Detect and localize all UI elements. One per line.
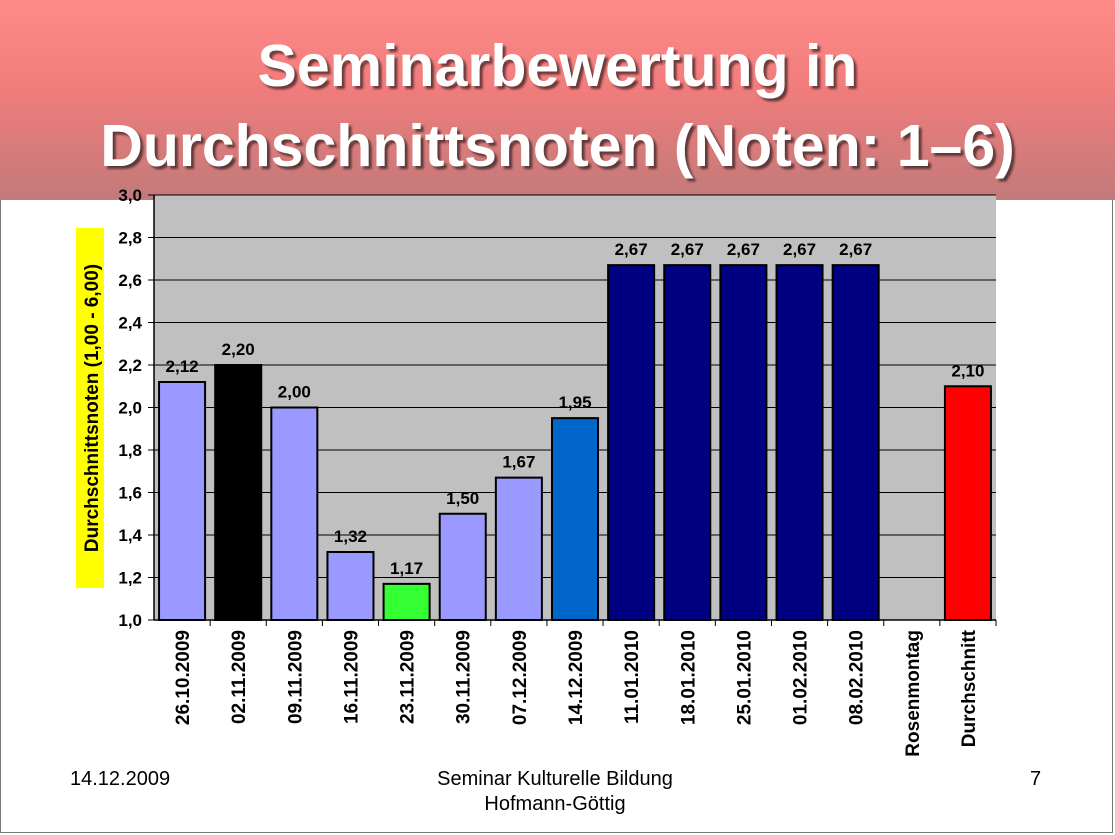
bar-value-label: 2,10: [951, 361, 984, 380]
bar-value-label: 1,67: [502, 453, 535, 472]
bar: [326, 551, 375, 621]
y-tick-label: 2,6: [118, 271, 142, 290]
bar: [831, 264, 880, 621]
x-tick-label: 09.11.2009: [285, 630, 306, 724]
y-tick-label: 1,2: [118, 569, 142, 588]
y-axis-label-group: Durchschnittsnoten (1,00 - 6,00): [76, 228, 104, 588]
y-tick-label: 2,4: [118, 314, 142, 333]
y-tick-label: 3,0: [118, 186, 142, 205]
x-tick-label: 25.01.2010: [734, 630, 755, 725]
bar-value-label: 2,00: [278, 383, 311, 402]
y-tick-label: 2,8: [118, 229, 142, 248]
y-tick-label: 1,8: [118, 441, 142, 460]
footer-author: Hofmann-Göttig: [484, 793, 626, 815]
footer-date: 14.12.2009: [70, 768, 171, 790]
x-tick-label: 08.02.2010: [847, 630, 868, 725]
slide-title-line-1: Seminarbewertung in: [257, 33, 858, 99]
bar: [438, 512, 487, 621]
title-band: Seminarbewertung in Durchschnittsnoten (…: [0, 0, 1115, 200]
plot-area: 1,0 1,2 1,4 1,6 1,8 2,0 2,2 2,4 2,6 2,8 3,0 2,12 26.…: [118, 186, 997, 757]
slide-title-line-2: Durchschnittsnoten (Noten: 1–6): [100, 113, 1015, 179]
bar: [214, 364, 263, 621]
bar: [943, 385, 992, 621]
bar: [270, 406, 319, 621]
bar-value-label: 2,67: [671, 240, 704, 259]
bar-value-label: 2,20: [222, 340, 255, 359]
x-tick-label: 18.01.2010: [678, 630, 699, 725]
x-tick-label: 02.11.2009: [229, 630, 250, 724]
x-tick-label: 26.10.2009: [173, 630, 194, 725]
x-tick-label: 01.02.2010: [791, 630, 812, 725]
bar: [607, 264, 656, 621]
footer-seminar-name: Seminar Kulturelle Bildung: [437, 768, 673, 790]
x-tick-label: 07.12.2009: [510, 630, 531, 725]
bar-value-label: 2,67: [727, 240, 760, 259]
bar: [382, 582, 431, 621]
y-tick-label: 1,4: [118, 526, 142, 545]
y-axis-label-highlight: [76, 228, 104, 588]
y-tick-label: 1,6: [118, 484, 142, 503]
bar: [663, 264, 712, 621]
bar-value-label: 2,67: [615, 240, 648, 259]
bar: [775, 264, 824, 621]
bar: [494, 476, 543, 621]
y-tick-label: 2,2: [118, 356, 142, 375]
y-axis-label: Durchschnittsnoten (1,00 - 6,00): [82, 264, 103, 552]
bar-value-label: 1,17: [390, 559, 423, 578]
bar-value-label: 2,67: [783, 240, 816, 259]
x-tick-label: 23.11.2009: [398, 630, 419, 724]
x-tick-label: Durchschnitt: [959, 629, 980, 747]
x-tick-label: 14.12.2009: [566, 630, 587, 725]
x-tick-label: Rosenmontag: [903, 630, 924, 757]
slide-number: 7: [1030, 768, 1042, 790]
bar-value-label: 2,67: [839, 240, 872, 259]
bar-value-label: 1,32: [334, 527, 367, 546]
x-tick-label: 30.11.2009: [454, 630, 475, 724]
bar: [158, 381, 207, 621]
bar: [719, 264, 768, 621]
bar-value-label: 2,12: [166, 357, 199, 376]
bar-value-label: 1,95: [558, 393, 591, 412]
x-tick-label: 16.11.2009: [341, 630, 362, 724]
y-tick-label: 1,0: [118, 611, 142, 630]
bar: [550, 417, 600, 621]
x-tick-label: 11.01.2010: [622, 630, 643, 724]
bar-value-label: 1,50: [446, 489, 479, 508]
y-tick-label: 2,0: [118, 399, 142, 418]
